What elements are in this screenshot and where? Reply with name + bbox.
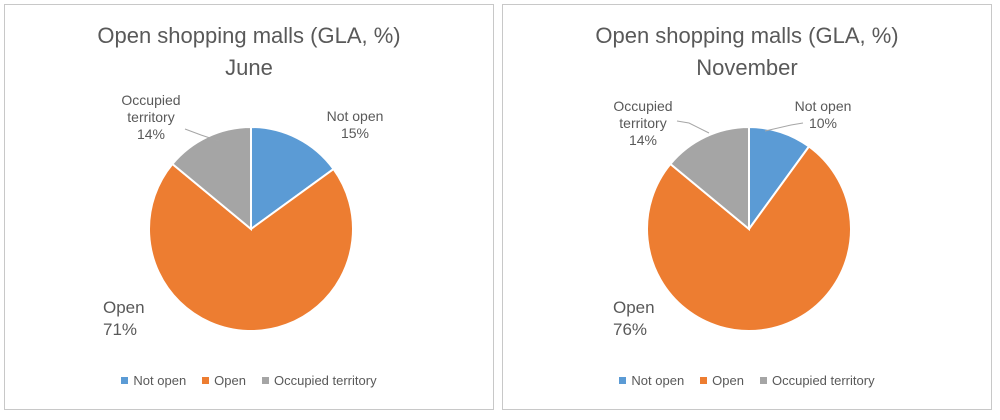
data-label-not-open: Not open 10% <box>795 98 852 131</box>
chart-title: Open shopping malls (GLA, %) <box>97 23 401 48</box>
pie-slice-not-open <box>250 125 335 231</box>
legend-swatch <box>202 377 210 384</box>
legend-item-not-open: Not open <box>619 373 684 388</box>
data-label-open: Open 76% <box>613 298 655 339</box>
data-label-occupied-territory: Occupied territory 14% <box>613 98 672 148</box>
legend-label: Not open <box>133 373 187 388</box>
legend-label: Occupied territory <box>771 373 875 388</box>
legend-swatch <box>759 377 767 384</box>
leader-line-not-open <box>764 122 804 132</box>
legend-item-occupied-territory: Occupied territory <box>759 373 875 388</box>
pie-slice-open <box>148 162 354 332</box>
chart-panel-june: Open shopping malls (GLA, %) June Not op… <box>4 4 494 410</box>
legend-item-occupied-territory: Occupied territory <box>261 373 377 388</box>
legend-label: Open <box>712 373 744 388</box>
legend-label: Occupied territory <box>273 373 377 388</box>
chart-title: Open shopping malls (GLA, %) <box>595 23 899 48</box>
data-label-open: Open 71% <box>103 298 145 339</box>
chart-panel-november: Open shopping malls (GLA, %) November No… <box>502 4 992 410</box>
legend: Not open Open Occupied territory <box>5 373 493 388</box>
legend-item-open: Open <box>700 373 744 388</box>
legend-label: Not open <box>631 373 685 388</box>
leader-line-occupied-territory <box>676 120 710 134</box>
leader-line-occupied-territory <box>184 128 220 142</box>
pie-slice-occupied-territory <box>668 125 750 232</box>
data-label-not-open: Not open 15% <box>327 108 384 141</box>
legend-swatch <box>700 377 708 384</box>
chart-subtitle: June <box>225 55 273 80</box>
legend: Not open Open Occupied territory <box>503 373 991 388</box>
legend-swatch <box>261 377 269 384</box>
legend-swatch <box>619 377 627 384</box>
pie-slice-open <box>646 145 852 332</box>
pie-chart-june: Not open 15% Open 71% Occupied territory 14% <box>103 92 384 339</box>
legend-swatch <box>121 377 129 384</box>
legend-label: Open <box>214 373 246 388</box>
chart-subtitle: November <box>696 55 798 80</box>
legend-item-open: Open <box>202 373 246 388</box>
pie-chart-november: Not open 10% Open 76% Occupied territory 14% <box>613 98 852 339</box>
legend-item-not-open: Not open <box>121 373 186 388</box>
data-label-occupied-territory: Occupied territory 14% <box>121 92 180 142</box>
